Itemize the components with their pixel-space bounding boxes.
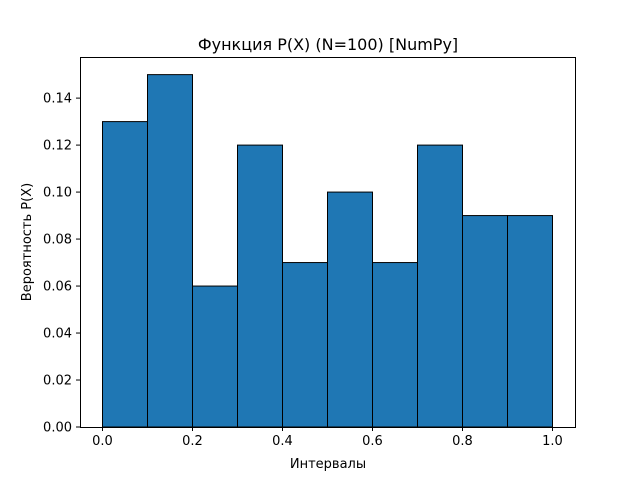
histogram-bar: [237, 144, 283, 428]
y-tick-label: 0.06: [43, 280, 72, 295]
bars-group: [102, 74, 553, 428]
x-axis-label: Интервалы: [290, 457, 366, 472]
histogram-bar: [147, 74, 193, 428]
histogram-bar: [192, 285, 238, 428]
histogram-bar: [282, 262, 328, 428]
x-tick-label: 0.2: [182, 434, 203, 449]
x-ticks-group: 0.0 0.2 0.4 0.6 0.8 1.0: [92, 427, 563, 449]
y-tick-label: 0.04: [43, 327, 72, 342]
histogram-bar: [507, 215, 553, 428]
histogram-bar: [417, 144, 463, 428]
x-tick-label: 0.4: [272, 434, 293, 449]
y-axis-label: Вероятность P(X): [20, 183, 35, 301]
x-tick-label: 1.0: [542, 434, 563, 449]
y-tick-label: 0.10: [43, 186, 72, 201]
histogram-bar: [372, 262, 418, 428]
x-tick-label: 0.8: [452, 434, 473, 449]
histogram-bar: [327, 191, 373, 428]
histogram-bar: [462, 215, 508, 428]
y-tick-label: 0.12: [43, 139, 72, 154]
y-ticks-group: 0.00 0.02 0.04 0.06 0.08 0.10 0.12 0.14: [43, 92, 80, 436]
y-tick-label: 0.02: [43, 374, 72, 389]
plot-frame: [80, 57, 576, 428]
y-tick-label: 0.14: [43, 92, 72, 107]
y-tick-label: 0.00: [43, 421, 72, 436]
x-tick-label: 0.6: [362, 434, 383, 449]
x-tick-label: 0.0: [92, 434, 113, 449]
y-tick-label: 0.08: [43, 233, 72, 248]
histogram-bar: [102, 121, 148, 428]
chart-title: Функция P(X) (N=100) [NumPy]: [198, 35, 458, 54]
